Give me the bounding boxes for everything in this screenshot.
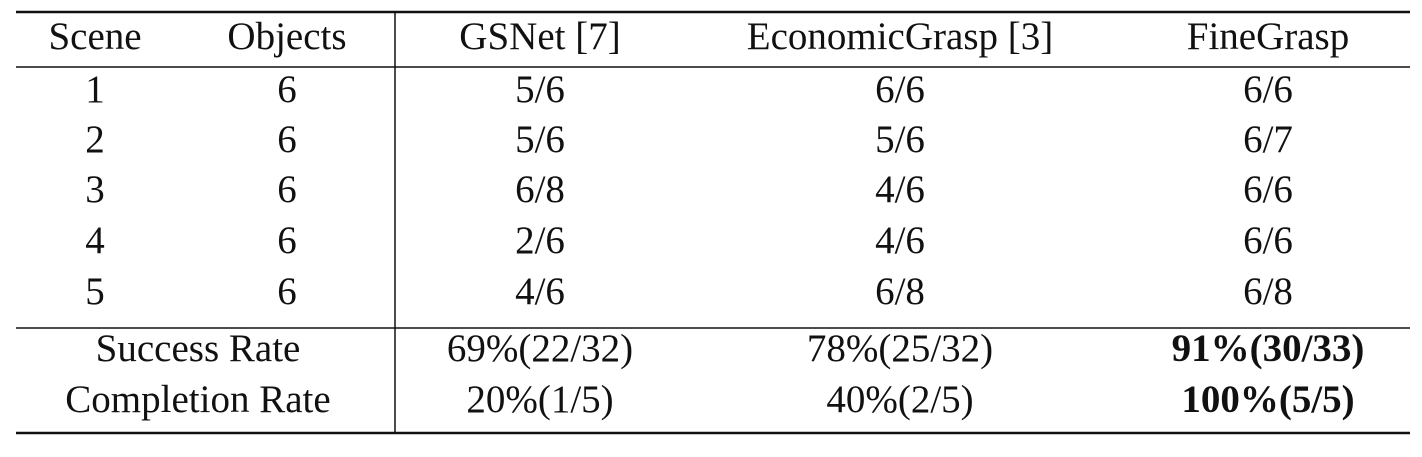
table-cell: 6: [277, 118, 297, 161]
table-cell: 6: [277, 68, 297, 111]
summary-cell: 20%(1/5): [466, 378, 613, 421]
table-cell: 6/6: [1243, 168, 1293, 211]
header-cell: GSNet [7]: [459, 15, 620, 58]
header-cell: Objects: [227, 15, 346, 58]
table-cell: 2: [85, 118, 105, 161]
table-cell: 4/6: [515, 270, 565, 313]
table-cell: 6/8: [875, 270, 925, 313]
table-cell: 3: [85, 168, 105, 211]
table-cell: 6: [277, 168, 297, 211]
table-cell: 4: [85, 219, 105, 262]
table-cell: 5/6: [515, 118, 565, 161]
table-cell: 5: [85, 270, 105, 313]
table-cell: 2/6: [515, 219, 565, 262]
header-cell: EconomicGrasp [3]: [747, 15, 1053, 58]
header-cell: FineGrasp: [1187, 15, 1349, 58]
table-cell: 6/7: [1243, 118, 1293, 161]
table-cell: 6/8: [1243, 270, 1293, 313]
table-cell: 6/8: [515, 168, 565, 211]
summary-cell: 69%(22/32): [447, 327, 633, 370]
table-cell: 6: [277, 219, 297, 262]
table-cell: 6: [277, 270, 297, 313]
table-cell: 6/6: [875, 68, 925, 111]
summary-cell: 91%(30/33): [1172, 327, 1365, 370]
table-cell: 1: [85, 68, 105, 111]
summary-label: Success Rate: [96, 327, 301, 370]
table-cell: 5/6: [875, 118, 925, 161]
summary-cell: 100%(5/5): [1181, 378, 1354, 421]
header-cell: Scene: [48, 15, 141, 58]
table-cell: 6/6: [1243, 68, 1293, 111]
table-cell: 6/6: [1243, 219, 1293, 262]
table-cell: 4/6: [875, 168, 925, 211]
table-cell: 4/6: [875, 219, 925, 262]
summary-cell: 40%(2/5): [826, 378, 973, 421]
summary-cell: 78%(25/32): [807, 327, 993, 370]
summary-label: Completion Rate: [65, 378, 330, 421]
table-cell: 5/6: [515, 68, 565, 111]
